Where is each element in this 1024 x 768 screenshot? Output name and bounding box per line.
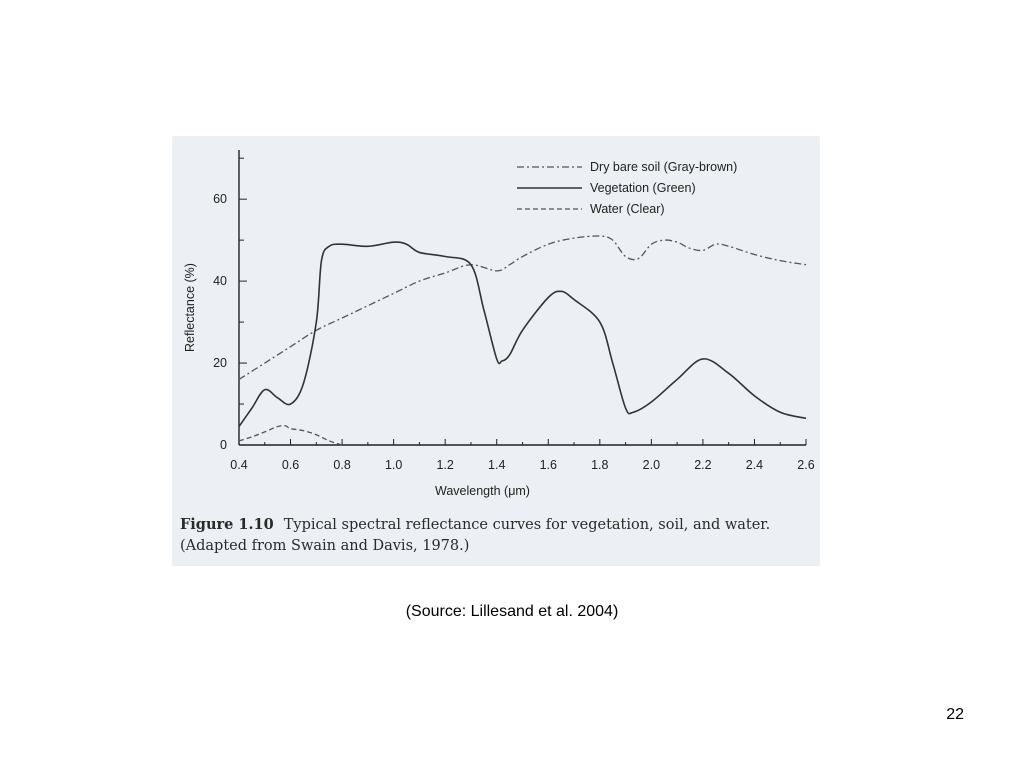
legend-item-vegetation: Vegetation (Green): [517, 181, 696, 195]
x-tick-label: 2.2: [694, 458, 711, 472]
x-axis-ticks: 0.4 0.6 0.8 1.0 1.2 1.4 1.6 1.8 2.0 2.2 2.4 2.6: [230, 439, 815, 472]
legend-item-soil: Dry bare soil (Gray-brown): [517, 160, 737, 174]
page-number: 22: [946, 706, 964, 723]
x-tick-label: 1.8: [591, 458, 608, 472]
x-tick-label: 0.6: [282, 458, 299, 472]
figure-scan: 0.4 0.6 0.8 1.0 1.2 1.4 1.6 1.8 2.0 2.2 2.4 2.6 0 20…: [172, 136, 820, 566]
y-axis-label: Reflectance (%): [183, 263, 197, 352]
chart-axes: [238, 150, 806, 446]
figure-number: Figure 1.10: [180, 516, 274, 533]
x-tick-label: 1.2: [436, 458, 453, 472]
series-lines: [238, 235, 807, 446]
x-tick-label: 1.6: [540, 458, 557, 472]
legend-label: Dry bare soil (Gray-brown): [590, 160, 737, 174]
source-citation: (Source: Lillesand et al. 2004): [405, 603, 619, 620]
x-axis-label: Wavelength (μm): [435, 484, 530, 498]
y-tick-label: 40: [213, 274, 227, 288]
x-tick-label: 2.4: [746, 458, 763, 472]
figure-caption-adapted: (Adapted from Swain and Davis, 1978.): [180, 538, 470, 554]
x-tick-label: 0.8: [333, 458, 350, 472]
vegetation-series-line: [238, 241, 807, 428]
water-series-line: [238, 424, 343, 446]
x-tick-label: 2.0: [643, 458, 660, 472]
y-tick-label: 20: [213, 356, 227, 370]
chart-legend: Dry bare soil (Gray-brown) Vegetation (Gr…: [517, 160, 737, 216]
y-tick-label: 0: [220, 438, 227, 452]
soil-series-line: [238, 235, 807, 380]
legend-item-water: Water (Clear): [517, 202, 665, 216]
y-axis-ticks: 0 20 40 60: [213, 157, 247, 452]
x-tick-label: 2.6: [797, 458, 814, 472]
x-tick-label: 0.4: [230, 458, 247, 472]
x-tick-label: 1.4: [488, 458, 505, 472]
legend-label: Water (Clear): [590, 202, 665, 216]
reflectance-chart: 0.4 0.6 0.8 1.0 1.2 1.4 1.6 1.8 2.0 2.2 2.4 2.6 0 20…: [183, 150, 815, 498]
y-tick-label: 60: [213, 192, 227, 206]
legend-label: Vegetation (Green): [590, 181, 696, 195]
figure-caption-text: Typical spectral reflectance curves for …: [283, 517, 771, 533]
figure-caption: Figure 1.10 Typical spectral reflectance …: [180, 514, 820, 557]
x-tick-label: 1.0: [385, 458, 402, 472]
